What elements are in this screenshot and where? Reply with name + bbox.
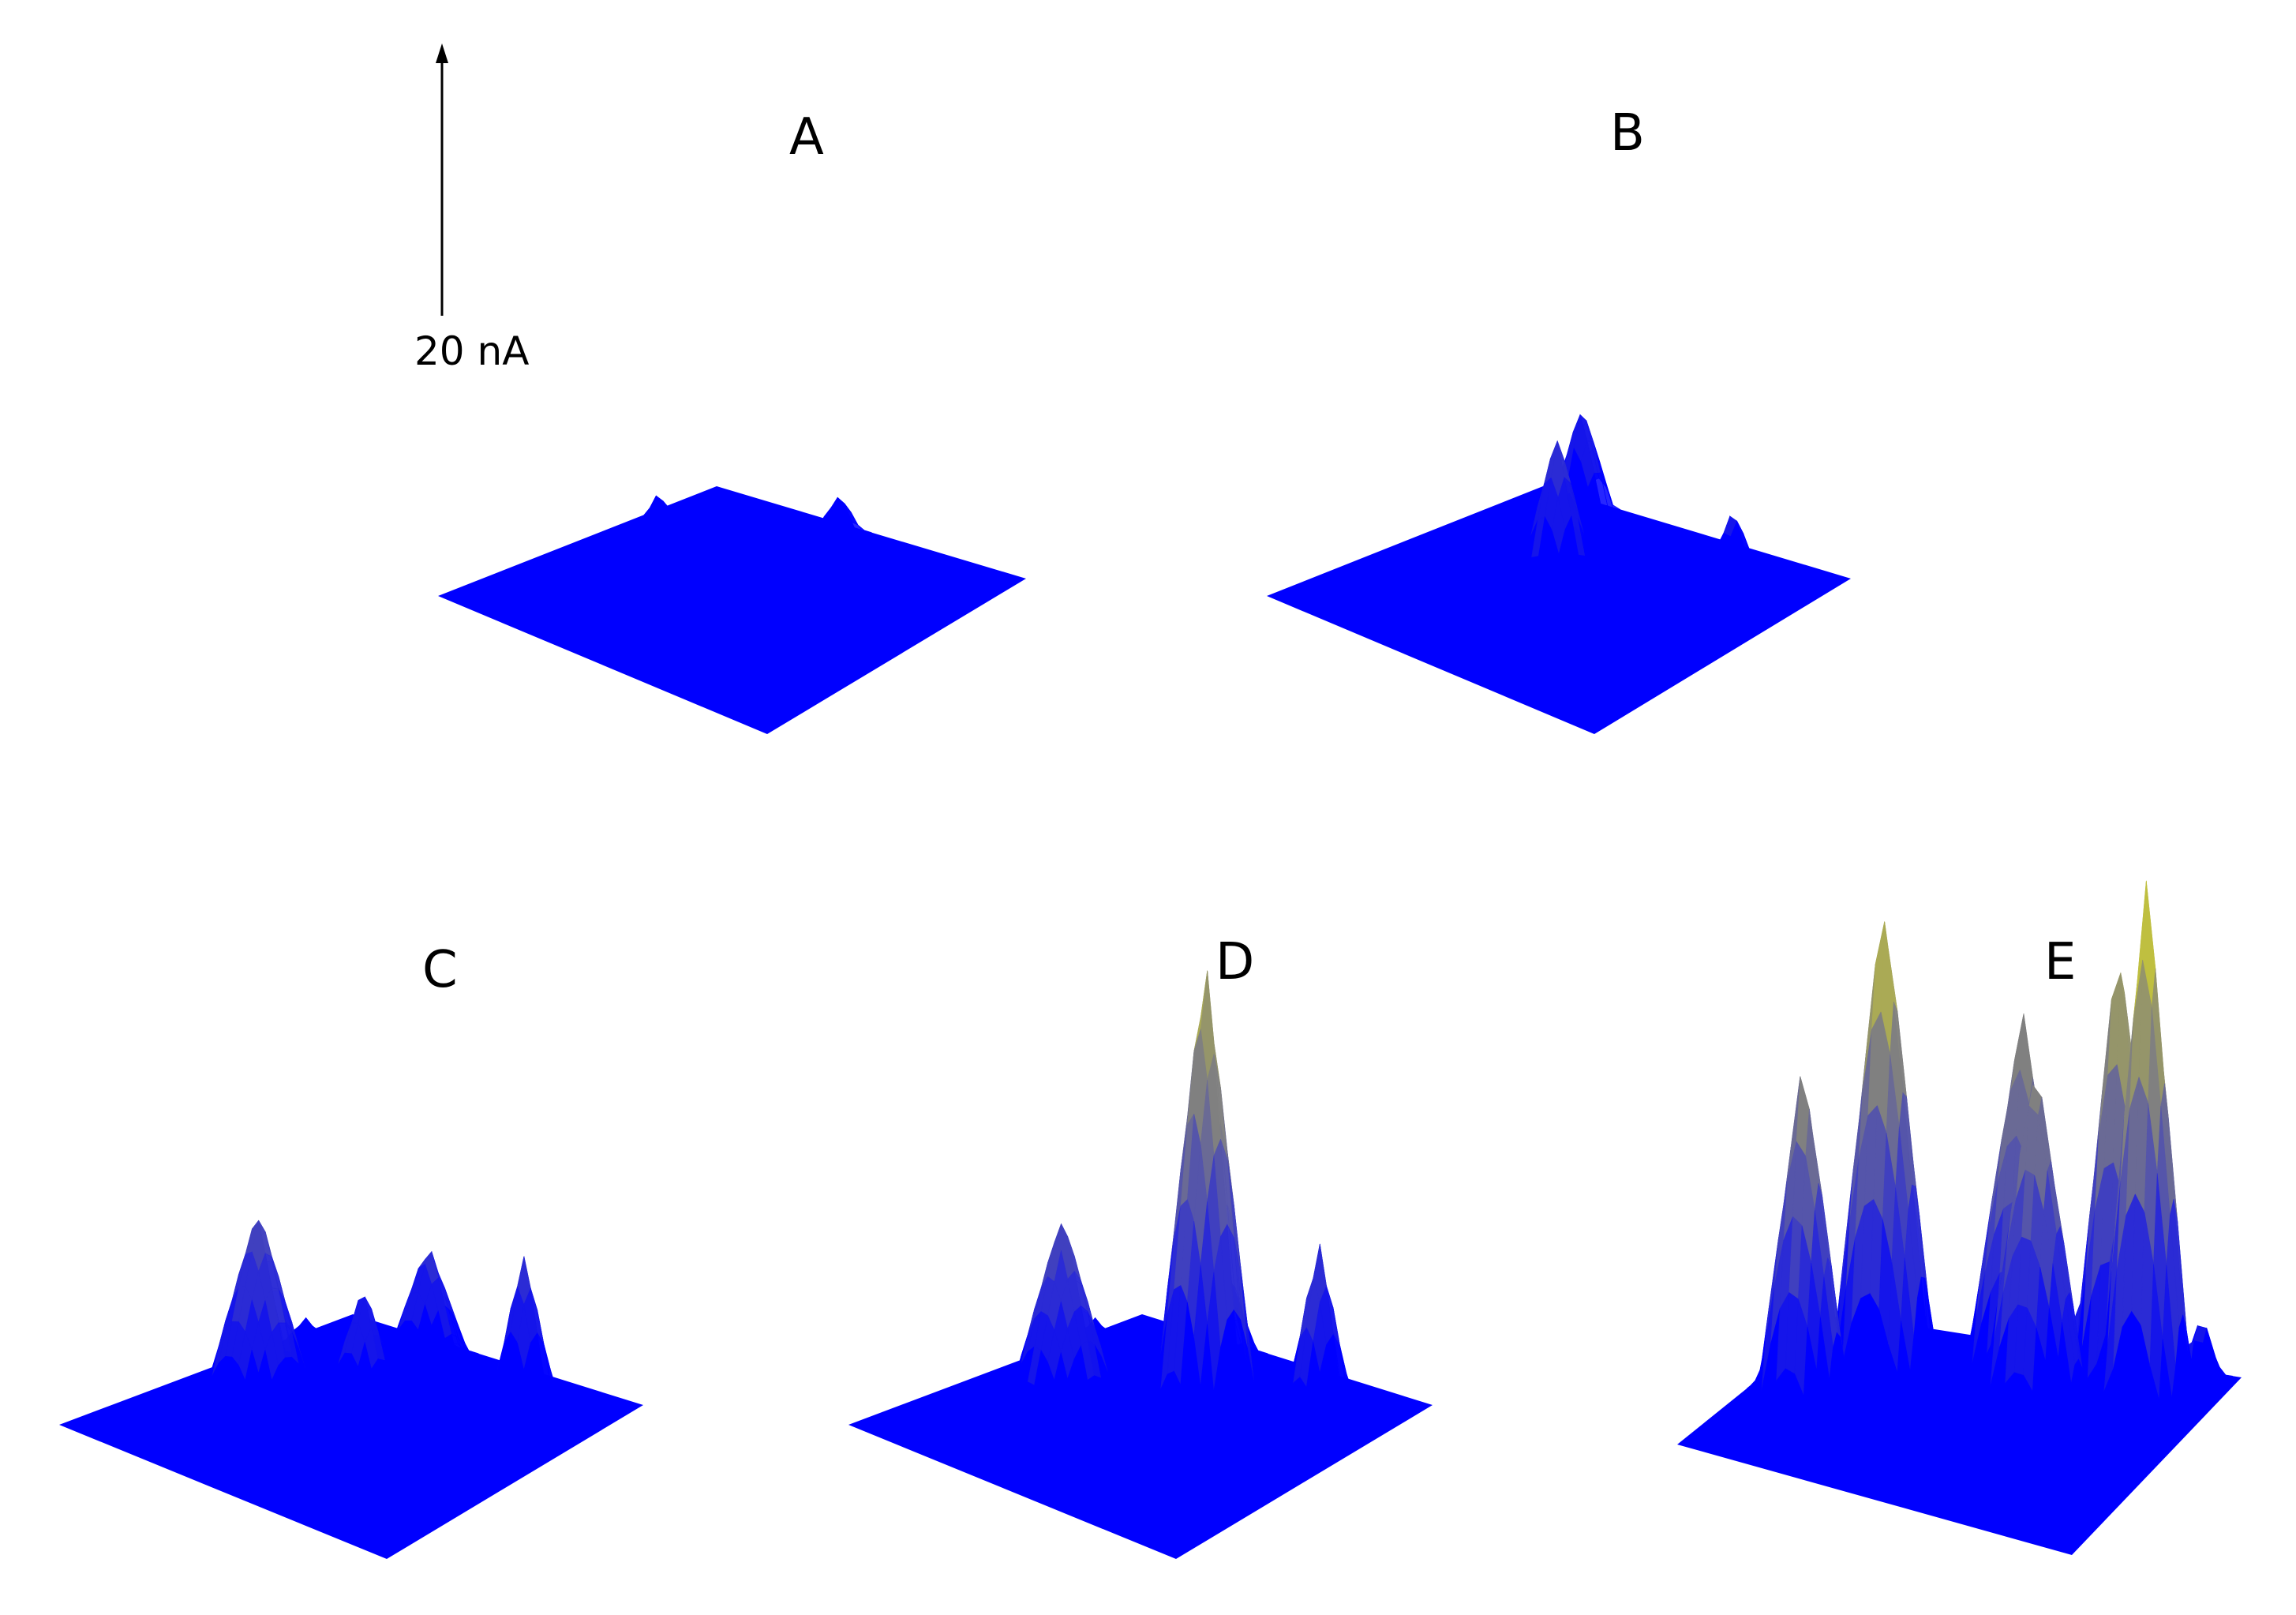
surface-peak-facet <box>1326 1390 1340 1411</box>
surface-peak-facet <box>2067 1383 2081 1405</box>
panel-a-label: A <box>789 108 824 167</box>
panel-b-label: B <box>1610 104 1645 163</box>
panel-e: E <box>1677 880 2242 1555</box>
surface-peak-facet <box>424 1366 439 1381</box>
panel-e-label: E <box>2044 933 2076 991</box>
surface-peak-facet <box>1545 585 1560 595</box>
surface-base-plane <box>438 486 1026 734</box>
surface-peak-facet <box>1884 1343 1898 1377</box>
surface-peak-facet <box>2171 1367 2186 1400</box>
surface-peak-facet <box>2145 1366 2159 1403</box>
panel-b: B <box>1267 104 1851 734</box>
surface-peak-facet <box>2028 1391 2043 1410</box>
surface-base-plane <box>848 1314 1433 1559</box>
panel-c: C <box>59 941 643 1559</box>
surface-peak-facet <box>1206 1391 1221 1402</box>
scale-bar-arrowhead <box>436 43 448 63</box>
surface-peak-facet <box>643 528 658 542</box>
panel-e-surface <box>1677 880 2242 1555</box>
surface-peak-facet <box>832 538 847 545</box>
surface-peak-facet <box>1897 1321 1911 1375</box>
surface-peak-facet <box>1825 1378 1839 1407</box>
surface-peak-facet <box>257 1400 272 1416</box>
panel-c-label: C <box>422 941 458 999</box>
surface-peak-facet <box>510 1405 525 1412</box>
panel-a: A <box>438 108 1026 734</box>
surface-peak-facet <box>344 1395 359 1407</box>
panel-d: D <box>848 933 1433 1559</box>
surface-peak-facet <box>410 1370 425 1381</box>
surface-peak-facet <box>2195 1372 2209 1390</box>
surface-peak-facet <box>1193 1386 1208 1402</box>
surface-peak-facet <box>358 1387 372 1406</box>
surface-peak-facet <box>1588 516 1603 525</box>
surface-peak-facet <box>1812 1370 1826 1407</box>
panel-b-surface <box>1267 414 1851 734</box>
surface-peak-facet <box>224 1399 239 1415</box>
surface-peak-facet <box>530 1385 545 1409</box>
scale-bar: 20 nA <box>414 43 529 374</box>
panel-d-label: D <box>1215 933 1254 991</box>
surface-peak-facet <box>245 1400 259 1417</box>
surface-peak-facet <box>1173 1385 1188 1400</box>
surface-peak-facet <box>278 1399 292 1413</box>
surface-peak-facet <box>1313 1373 1327 1412</box>
surface-peak-facet <box>1299 1386 1313 1412</box>
surface-peak-facet <box>2054 1358 2068 1407</box>
surface-peak-facet <box>1559 584 1574 594</box>
surface-peak-facet <box>1067 1407 1081 1422</box>
surface-peak-facet <box>1737 578 1752 587</box>
surface-peak-facet <box>444 1366 459 1378</box>
surface-peak-facet <box>2041 1361 2055 1408</box>
surface-peak-facet <box>370 1398 385 1406</box>
surface-base-plane <box>1267 486 1851 734</box>
surface-peak-facet <box>305 1343 320 1353</box>
surface-peak-facet <box>1909 1336 1923 1373</box>
surface-peak-facet <box>2208 1366 2222 1388</box>
surface-peak-facet <box>1040 1410 1055 1423</box>
panel-c-surface <box>59 1220 643 1559</box>
surface-peak-facet <box>657 525 672 541</box>
surface-peak-facet <box>1054 1403 1068 1423</box>
scale-bar-label: 20 nA <box>414 328 529 374</box>
panel-a-surface <box>438 486 1026 734</box>
surface-peak-facet <box>2159 1339 2173 1402</box>
surface-peak-facet <box>1093 1410 1108 1417</box>
panel-d-surface <box>848 970 1433 1559</box>
surface-peak-facet <box>1725 573 1739 587</box>
surface-peak-facet <box>1800 1396 1814 1409</box>
